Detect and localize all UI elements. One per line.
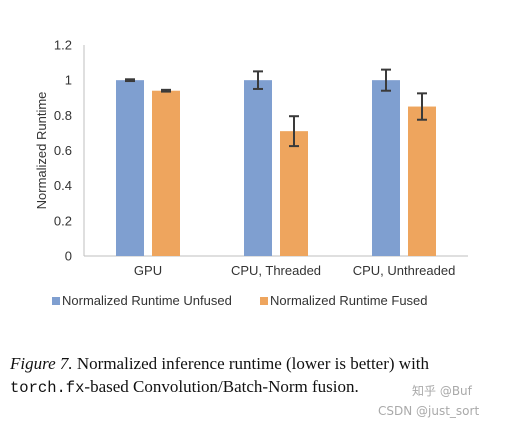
error-bar <box>125 78 135 83</box>
bars <box>116 80 436 257</box>
legend-swatch <box>52 297 60 305</box>
y-axis-label: Normalized Runtime <box>34 92 49 210</box>
x-category-label: CPU, Threaded <box>231 263 321 278</box>
legend-label: Normalized Runtime Fused <box>270 293 428 308</box>
figure-caption: Figure 7. Normalized inference runtime (… <box>10 352 497 400</box>
y-tick-label: 0.8 <box>54 108 72 123</box>
error-bar <box>161 88 171 93</box>
watermark-zhihu: 知乎 @Buf <box>412 384 472 398</box>
caption-code: torch.fx <box>10 379 85 397</box>
y-tick-label: 1 <box>65 73 72 88</box>
y-tick-label: 0.2 <box>54 213 72 228</box>
y-tick-label: 0.4 <box>54 178 72 193</box>
legend-item-unfused: Normalized Runtime Unfused <box>52 293 232 308</box>
bar-fused <box>280 131 308 256</box>
bar-chart: Normalized Runtime 0 0.2 0.4 0.6 0.8 1 1.2 GPU… <box>34 38 468 308</box>
y-axis-title: Normalized Runtime <box>34 92 49 210</box>
y-tick-labels: 0 0.2 0.4 0.6 0.8 1 1.2 <box>54 38 72 264</box>
legend-swatch <box>260 297 268 305</box>
y-tick-label: 0.6 <box>54 143 72 158</box>
legend-item-fused: Normalized Runtime Fused <box>260 293 428 308</box>
y-tick-label: 1.2 <box>54 38 72 53</box>
legend-label: Normalized Runtime Unfused <box>62 293 232 308</box>
x-category-labels: GPU CPU, Threaded CPU, Unthreaded <box>134 263 455 278</box>
legend: Normalized Runtime Unfused Normalized Run… <box>52 293 428 308</box>
bar-fused <box>152 90 180 256</box>
y-tick-label: 0 <box>65 249 72 264</box>
x-category-label: CPU, Unthreaded <box>353 263 456 278</box>
caption-text-2: -based Convolution/Batch-Norm fusion. <box>84 377 359 396</box>
error-bar <box>381 68 391 92</box>
error-bars <box>125 68 427 148</box>
watermark-csdn: CSDN @just_sort <box>378 404 480 418</box>
error-bar <box>289 115 299 148</box>
error-bar <box>417 92 427 121</box>
bar-unfused <box>372 80 400 257</box>
figure-label: Figure 7. <box>10 354 73 373</box>
x-category-label: GPU <box>134 263 162 278</box>
bar-unfused <box>244 80 272 257</box>
bar-fused <box>408 106 436 257</box>
caption-text-1: Normalized inference runtime (lower is b… <box>72 354 430 373</box>
error-bar <box>253 70 263 90</box>
bar-unfused <box>116 80 144 257</box>
